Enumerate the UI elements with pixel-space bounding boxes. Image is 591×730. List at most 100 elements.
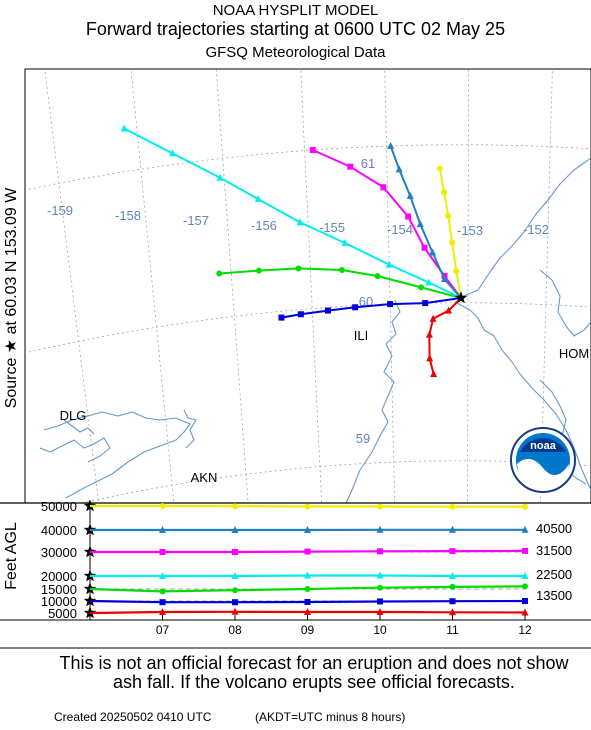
height-point [376,571,384,579]
height-point [449,608,456,616]
trajectory-point [387,141,395,149]
trajectory-point [405,213,412,220]
coastline [454,301,591,491]
trajectory-point [421,244,428,251]
longitude-label: -157 [183,213,209,228]
trajectory-point [441,189,448,196]
noaa-logo: noaa [510,427,576,493]
trajectory-point [216,270,223,277]
height-point [159,549,166,555]
timezone-note: (AKDT=UTC minus 8 hours) [255,710,406,724]
coastline [183,409,197,449]
trajectory-point [216,173,224,181]
height-end-label: 31500 [536,543,572,558]
trajectory-point [169,149,177,157]
trajectory-point [426,354,434,362]
height-point [231,572,239,579]
trajectory-line-yellow [438,168,462,299]
height-point [232,587,238,594]
height-end-label: 22500 [536,567,572,582]
latitude-label: 59 [356,431,370,446]
trajectory-point [255,267,262,274]
height-point [231,526,239,533]
height-point [304,526,311,533]
height-point [376,525,384,533]
coastline [539,379,567,437]
height-point [521,572,529,579]
longitude-label: -153 [457,223,483,238]
time-tick-label: 12 [518,623,532,637]
height-point [304,548,311,555]
height-point [159,599,166,606]
trajectory-point [347,163,354,170]
height-point [377,598,383,605]
place-label: HOM [559,346,589,361]
height-point [449,548,456,555]
height-point [521,525,529,533]
height-point [304,571,311,579]
height-start-star [83,582,97,595]
met-data-title: GFSQ Meteorological Data [205,44,386,61]
trajectory-title: Forward trajectories starting at 0600 UT… [85,19,506,39]
trajectory-point [297,311,304,318]
trajectory-point [449,239,456,246]
trajectory-point [429,248,437,256]
coastline [539,269,591,337]
height-point [522,503,528,510]
height-point [449,583,456,590]
height-point [304,608,311,616]
height-axis-label: Feet AGL [3,522,20,590]
height-point [232,549,238,555]
coastline [63,419,95,435]
noaa-logo-text: noaa [530,440,557,452]
height-point [159,526,166,533]
longitude-label: -159 [47,203,73,218]
height-point [159,572,166,579]
height-point [304,586,311,592]
time-tick-label: 08 [228,623,242,637]
trajectory-point [296,218,304,226]
trajectory-point [278,314,285,321]
height-tick-label: 50000 [41,499,77,514]
height-point [449,598,456,605]
longitude-gridline [540,69,553,503]
height-point [449,525,456,533]
place-label: DLG [60,408,87,423]
trajectory-point [430,370,438,378]
height-point [522,583,528,590]
longitude-label: -154 [387,222,413,237]
longitude-gridline [300,69,322,503]
time-tick-label: 09 [301,623,315,637]
trajectory-point [395,165,403,173]
height-point [449,572,456,579]
height-start-star [83,594,97,607]
coastline [43,411,191,499]
longitude-gridline [467,69,469,503]
height-tick-label: 40000 [41,523,77,538]
height-tick-label: 5000 [48,606,77,621]
latitude-label: 61 [361,156,375,171]
height-tick-label: 30000 [41,545,77,560]
coastline [39,437,111,463]
time-tick-label: 11 [446,623,459,637]
height-point [159,503,166,509]
trajectory-point [387,301,394,308]
time-tick-label: 10 [373,623,387,637]
trajectory-point [436,165,443,172]
longitude-label: -158 [115,208,141,223]
height-point [159,588,166,595]
height-point [449,503,456,510]
trajectory-point [453,268,460,275]
trajectory-point [425,278,433,286]
trajectory-point [445,306,453,314]
trajectory-point [445,212,452,219]
height-point [159,608,166,616]
map-frame [24,68,591,504]
trajectory-point [295,265,302,272]
trajectory-point [441,275,449,283]
height-point [521,608,529,616]
trajectory-point [425,330,433,338]
trajectory-point [380,184,387,191]
height-end-label: 13500 [536,588,572,603]
trajectory-point [120,124,128,132]
